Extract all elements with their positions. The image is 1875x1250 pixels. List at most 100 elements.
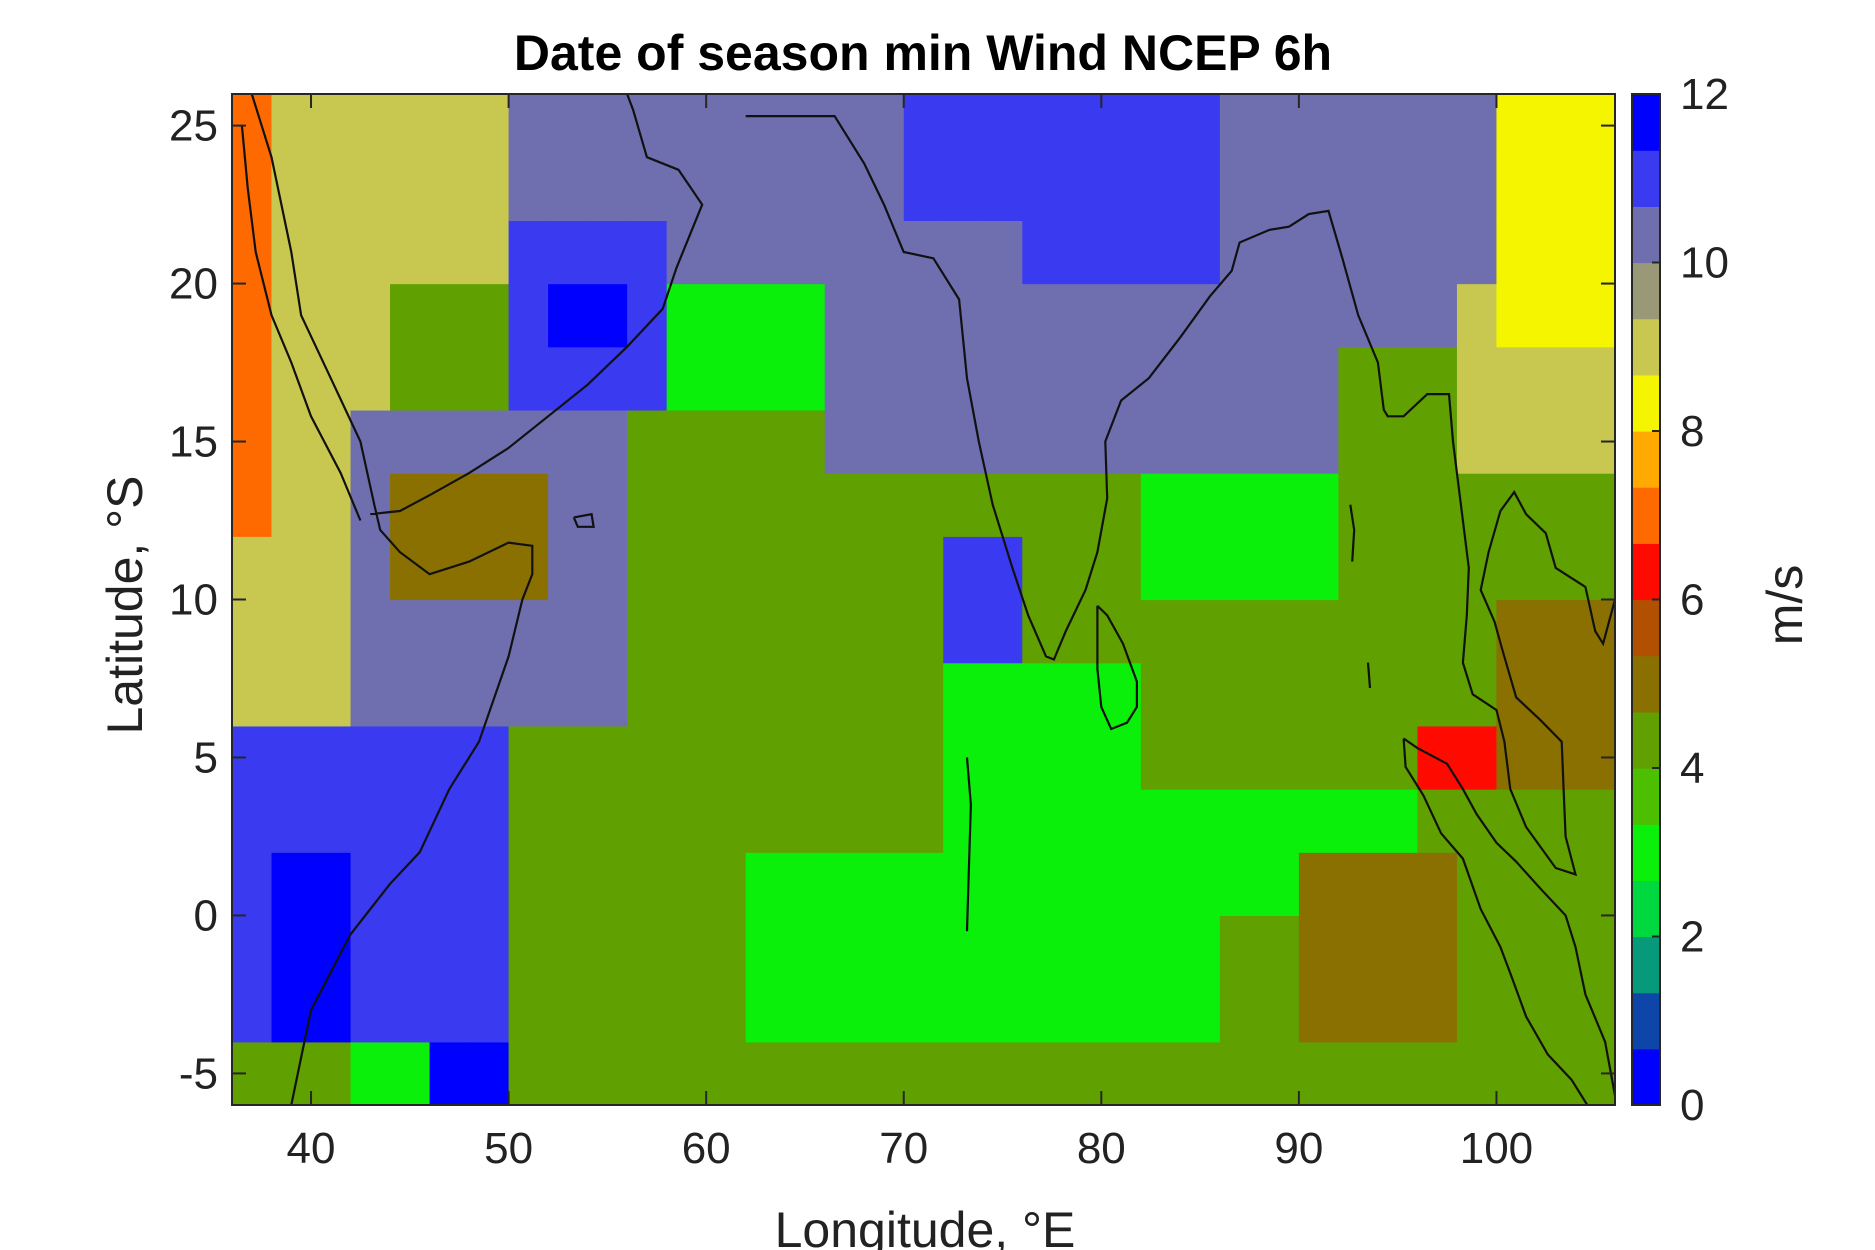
heatmap-cell	[429, 1041, 470, 1106]
heatmap-cell	[666, 346, 707, 411]
heatmap-cell	[1496, 789, 1537, 853]
heatmap-cell	[1377, 94, 1419, 158]
heatmap-cells	[232, 94, 1616, 1106]
heatmap-cell	[271, 1041, 312, 1106]
heatmap-cell	[666, 473, 707, 537]
heatmap-cell	[1022, 852, 1063, 917]
heatmap-cell	[271, 536, 312, 601]
heatmap-cell	[548, 662, 589, 727]
heatmap-cell	[1140, 915, 1181, 980]
heatmap-cell	[548, 852, 589, 917]
heatmap-cell	[943, 473, 984, 537]
heatmap-cell	[1061, 94, 1102, 158]
heatmap-cell	[469, 915, 510, 980]
heatmap-cell	[469, 789, 510, 853]
heatmap-cell	[429, 283, 470, 348]
heatmap-cell	[627, 852, 668, 917]
heatmap-cell	[1061, 789, 1102, 853]
heatmap-cell	[548, 283, 589, 348]
colorbar-segment	[1632, 431, 1660, 488]
heatmap-cell	[1259, 409, 1300, 474]
heatmap-cell	[1259, 599, 1300, 664]
heatmap-cell	[943, 409, 984, 474]
heatmap-cell	[943, 852, 984, 917]
heatmap-cell	[1101, 852, 1142, 917]
heatmap-cell	[824, 915, 865, 980]
heatmap-cell	[1417, 852, 1458, 917]
x-tick-label: 70	[879, 1124, 928, 1173]
heatmap-cell	[548, 220, 589, 285]
heatmap-cell	[706, 599, 747, 664]
heatmap-cell	[350, 978, 391, 1043]
heatmap-cell	[1496, 157, 1537, 221]
heatmap-cell	[1022, 409, 1063, 474]
heatmap-cell	[548, 409, 589, 474]
heatmap-cell	[1377, 915, 1419, 980]
heatmap-cell	[1338, 94, 1379, 158]
heatmap-cell	[1101, 409, 1142, 474]
heatmap-cell	[824, 1041, 865, 1106]
heatmap-cell	[350, 346, 391, 411]
heatmap-cell	[1456, 220, 1498, 285]
heatmap-cell	[1180, 978, 1221, 1043]
heatmap-cell	[1377, 536, 1419, 601]
heatmap-cell	[1298, 473, 1339, 537]
heatmap-cell	[627, 409, 668, 474]
heatmap-cell	[469, 409, 510, 474]
heatmap-cell	[785, 346, 826, 411]
heatmap-cell	[1377, 599, 1419, 664]
x-tick-label: 100	[1460, 1124, 1533, 1173]
heatmap-cell	[1180, 852, 1221, 917]
colorbar-tick-label: 6	[1680, 576, 1704, 625]
heatmap-cell	[469, 346, 510, 411]
y-tick-label: 20	[169, 260, 218, 309]
heatmap-cell	[1022, 220, 1063, 285]
heatmap-cell	[824, 220, 865, 285]
heatmap-cell	[1456, 157, 1498, 221]
heatmap-cell	[627, 978, 668, 1043]
heatmap-cell	[903, 220, 944, 285]
heatmap-cell	[350, 409, 391, 474]
y-tick-label: 5	[194, 733, 218, 782]
heatmap-cell	[1219, 220, 1260, 285]
heatmap-cell	[903, 409, 944, 474]
heatmap-cell	[1298, 852, 1339, 917]
heatmap-cell	[469, 599, 510, 664]
heatmap-cell	[469, 725, 510, 790]
heatmap-cell	[1140, 725, 1181, 790]
heatmap-cell	[1575, 852, 1616, 917]
heatmap-cell	[1377, 409, 1419, 474]
heatmap-cell	[1377, 346, 1419, 411]
heatmap-cell	[311, 157, 352, 221]
heatmap-cell	[706, 94, 747, 158]
heatmap-cell	[1022, 1041, 1063, 1106]
heatmap-cell	[1022, 536, 1063, 601]
heatmap-cell	[745, 789, 786, 853]
heatmap-cell	[1101, 1041, 1142, 1106]
heatmap-cell	[1101, 536, 1142, 601]
heatmap-cell	[666, 94, 707, 158]
heatmap-cell	[903, 852, 944, 917]
heatmap-cell	[232, 473, 273, 537]
heatmap-cell	[232, 662, 273, 727]
heatmap-cell	[232, 852, 273, 917]
heatmap-cell	[390, 94, 431, 158]
colorbar-segment	[1632, 711, 1660, 769]
heatmap-cell	[311, 94, 352, 158]
heatmap-cell	[864, 789, 905, 853]
heatmap-cell	[1338, 978, 1379, 1043]
heatmap-cell	[903, 789, 944, 853]
heatmap-cell	[1298, 409, 1339, 474]
x-tick-label: 40	[287, 1124, 336, 1173]
heatmap-cell	[1140, 1041, 1181, 1106]
heatmap-cell	[1061, 220, 1102, 285]
heatmap-cell	[1101, 157, 1142, 221]
heatmap-cell	[1022, 346, 1063, 411]
heatmap-cell	[627, 915, 668, 980]
heatmap-cell	[1180, 94, 1221, 158]
heatmap-cell	[666, 283, 707, 348]
heatmap-cell	[785, 283, 826, 348]
colorbar: 0 2 4 6 8 10 12 m/s	[1631, 70, 1813, 1130]
heatmap-cell	[1377, 1041, 1419, 1106]
